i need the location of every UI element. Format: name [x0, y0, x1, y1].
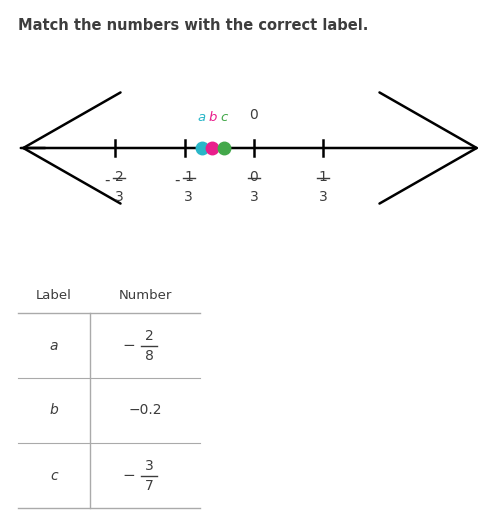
- Text: 3: 3: [319, 190, 328, 204]
- Text: 1: 1: [184, 170, 193, 184]
- Text: −0.2: −0.2: [128, 404, 162, 418]
- Text: -: -: [174, 173, 180, 188]
- Text: 0: 0: [250, 170, 258, 184]
- Text: 3: 3: [144, 458, 154, 472]
- Text: -: -: [104, 173, 110, 188]
- Text: 3: 3: [250, 190, 258, 204]
- Text: Number: Number: [118, 289, 172, 302]
- Text: −: −: [122, 338, 136, 353]
- Text: 7: 7: [144, 479, 154, 493]
- Text: 3: 3: [184, 190, 193, 204]
- Text: a: a: [198, 111, 206, 124]
- Text: 0: 0: [250, 108, 258, 122]
- Text: 3: 3: [115, 190, 124, 204]
- Text: a: a: [50, 338, 58, 353]
- Text: 1: 1: [319, 170, 328, 184]
- Text: −: −: [122, 468, 136, 483]
- Text: 8: 8: [144, 349, 154, 363]
- Text: c: c: [220, 111, 228, 124]
- Text: b: b: [208, 111, 216, 124]
- Text: 2: 2: [144, 328, 154, 342]
- Text: 2: 2: [115, 170, 124, 184]
- Text: c: c: [50, 468, 58, 482]
- Text: b: b: [50, 404, 58, 418]
- Text: Label: Label: [36, 289, 72, 302]
- Text: Match the numbers with the correct label.: Match the numbers with the correct label…: [18, 18, 368, 33]
